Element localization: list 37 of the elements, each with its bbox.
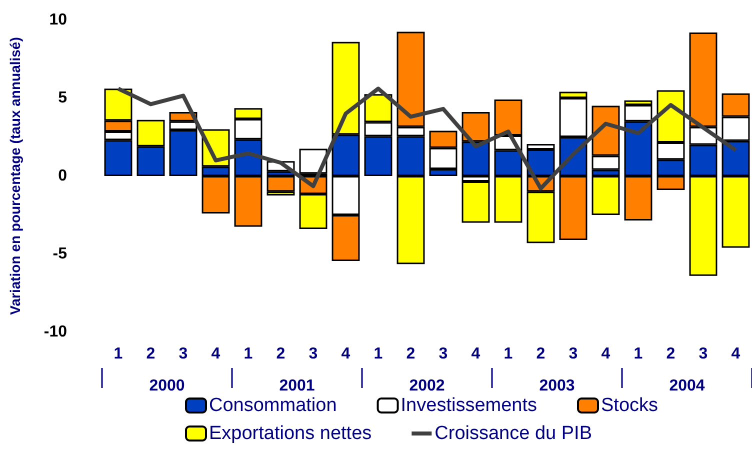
x-tick-label: 1 [244, 346, 253, 362]
x-tick-label: 3 [308, 346, 318, 362]
text: 2004 [669, 378, 705, 394]
x-tick-label: 1 [114, 346, 123, 362]
text: 2002 [409, 378, 445, 394]
legend-label: Consommation [209, 395, 337, 416]
x-tick-label: 4 [731, 346, 740, 362]
x-tick-label: 2 [666, 346, 676, 362]
y-axis-title: Variation en pourcentage (taux annualisé) [7, 37, 23, 315]
x-tick-label: 3 [698, 346, 708, 362]
x-tick-label: 3 [178, 346, 188, 362]
x-tick-label: 3 [568, 346, 578, 362]
x-tick-label: 1 [634, 346, 643, 362]
x-tick-label: 4 [601, 346, 610, 362]
text: 2000 [149, 378, 185, 394]
x-tick-label: 4 [341, 346, 350, 362]
x-tick-label: 3 [438, 346, 448, 362]
y-tick-label: -5 [52, 246, 68, 262]
legend-label: Croissance du PIB [434, 423, 592, 444]
x-tick-label: 2 [276, 346, 286, 362]
legend-label: Stocks [600, 395, 658, 416]
x-tick-label: 4 [211, 346, 220, 362]
legend-label: Investissements [400, 395, 538, 416]
x-tick-label: 2 [536, 346, 546, 362]
y-tick-label: 10 [49, 12, 68, 28]
line-series [116, 86, 738, 190]
text: 2001 [279, 378, 315, 394]
text: 2003 [539, 378, 575, 394]
y-tick-label: 5 [58, 90, 68, 106]
x-tick-label: 1 [374, 346, 383, 362]
y-tick-label: 0 [58, 168, 68, 184]
x-tick-label: 1 [504, 346, 513, 362]
legend-label: Exportations nettes [209, 423, 372, 444]
x-tick-label: 2 [146, 346, 156, 362]
x-tick-label: 2 [406, 346, 416, 362]
y-tick-label: -10 [44, 324, 68, 340]
x-tick-label: 4 [471, 346, 480, 362]
